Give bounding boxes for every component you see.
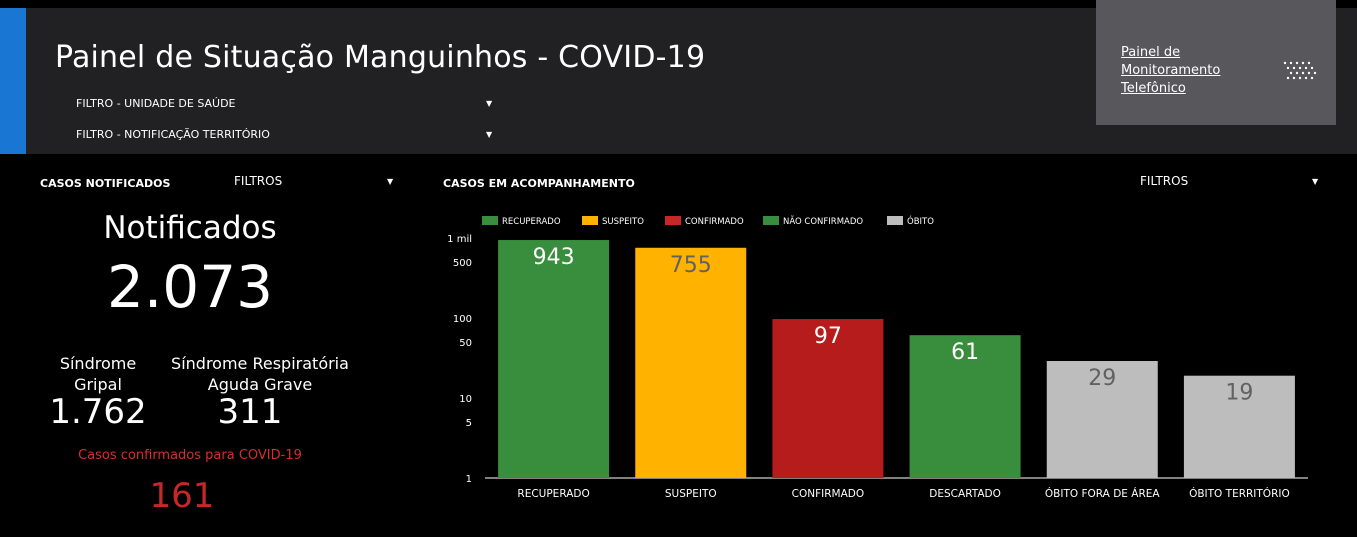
legend-label: SUSPEITO (602, 217, 644, 227)
filter-unit-dropdown[interactable]: FILTRO - UNIDADE DE SAÚDE (76, 97, 236, 110)
bar (498, 240, 610, 478)
filter-territory-dropdown[interactable]: FILTRO - NOTIFICAÇÃO TERRITÓRIO (76, 128, 270, 141)
sg-label: Síndrome Gripal (38, 353, 158, 395)
left-filter-arrow-icon[interactable]: ▼ (387, 177, 394, 186)
srag-label-line1: Síndrome Respiratória (171, 354, 349, 373)
dots-pattern-icon[interactable] (1282, 60, 1318, 82)
left-filter-dropdown[interactable]: FILTROS (234, 174, 283, 188)
legend-swatch (763, 216, 779, 225)
casos-notificados-label: CASOS NOTIFICADOS (40, 177, 171, 190)
bar (909, 335, 1021, 478)
y-tick-label: 10 (459, 394, 472, 405)
casos-acompanhamento-label: CASOS EM ACOMPANHAMENTO (443, 177, 635, 190)
sg-value: 1.762 (49, 392, 147, 432)
x-tick-label: RECUPERADO (517, 488, 589, 500)
x-tick-label: DESCARTADO (929, 488, 1001, 500)
right-filter-arrow-icon[interactable]: ▼ (1312, 177, 1319, 186)
srag-label-line2: Aguda Grave (207, 375, 313, 394)
legend-swatch (887, 216, 903, 225)
notified-value: 2.073 (106, 253, 274, 321)
monitor-link[interactable]: Painel de Monitoramento Telefônico (1121, 45, 1221, 96)
legend-label: RECUPERADO (502, 217, 561, 227)
y-tick-label: 1 (466, 474, 472, 485)
page-title: Painel de Situação Manguinhos - COVID-19 (55, 40, 706, 75)
data-label: 755 (670, 253, 712, 278)
data-label: 19 (1225, 381, 1253, 406)
bar (1183, 375, 1295, 478)
bar (1046, 361, 1158, 478)
bar (772, 319, 884, 478)
legend-swatch (582, 216, 598, 225)
cases-bar-chart: RECUPERADO SUSPEITO CONFIRMADO NÃO CONFIRMA… (447, 215, 1308, 500)
notified-title: Notificados (103, 210, 277, 246)
srag-value: 311 (217, 392, 283, 432)
sg-label-line2: Gripal (74, 375, 122, 394)
data-label: 943 (533, 245, 575, 270)
legend-swatch (482, 216, 498, 225)
y-tick-label: 1 mil (447, 234, 472, 245)
bar (635, 247, 747, 478)
accent-bar (0, 8, 26, 154)
confirmed-value: 161 (149, 476, 215, 516)
data-label: 97 (814, 324, 842, 349)
filter-unit-arrow-icon[interactable]: ▼ (486, 99, 493, 108)
y-tick-label: 5 (466, 418, 472, 429)
data-label: 61 (951, 340, 979, 365)
y-tick-label: 50 (459, 338, 472, 349)
legend-label: NÃO CONFIRMADO (783, 216, 863, 227)
y-tick-label: 100 (453, 314, 472, 325)
sg-label-line1: Síndrome (59, 354, 137, 373)
right-filter-dropdown[interactable]: FILTROS (1140, 174, 1189, 188)
legend-label: ÓBITO (907, 215, 934, 227)
confirmed-label: Casos confirmados para COVID-19 (78, 448, 302, 463)
x-tick-label: SUSPEITO (665, 488, 717, 500)
x-tick-label: CONFIRMADO (792, 488, 864, 500)
data-label: 29 (1088, 366, 1116, 391)
y-tick-label: 500 (453, 258, 472, 269)
legend-label: CONFIRMADO (685, 217, 744, 227)
x-tick-label: ÓBITO TERRITÓRIO (1189, 487, 1290, 500)
monitor-panel: Painel de Monitoramento Telefônico (1096, 0, 1336, 125)
filter-territory-arrow-icon[interactable]: ▼ (486, 130, 493, 139)
legend-swatch (665, 216, 681, 225)
x-tick-label: ÓBITO FORA DE ÁREA (1045, 487, 1160, 500)
top-strip (0, 0, 1357, 8)
srag-label: Síndrome Respiratória Aguda Grave (160, 353, 360, 395)
